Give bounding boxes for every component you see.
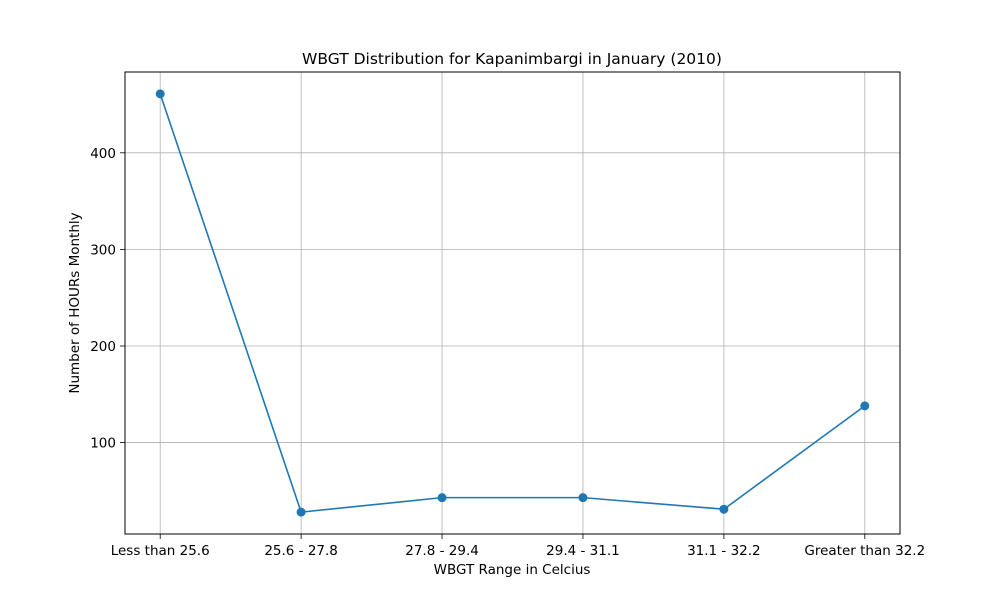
y-tick-label: 200	[90, 339, 116, 355]
data-point	[437, 493, 447, 503]
x-tick-label: 25.6 - 27.8	[264, 543, 338, 559]
x-tick-label: Less than 25.6	[111, 543, 210, 559]
x-axis-label: WBGT Range in Celcius	[434, 562, 591, 578]
series-layer	[155, 89, 870, 517]
x-tick-label: 27.8 - 29.4	[405, 543, 479, 559]
plot-frame	[124, 71, 901, 535]
data-point	[155, 89, 165, 99]
series-line	[159, 93, 866, 513]
data-point	[860, 401, 870, 411]
x-tick-label: 31.1 - 32.2	[687, 543, 761, 559]
gridlines	[125, 72, 900, 534]
x-tick-label: Greater than 32.2	[804, 543, 925, 559]
y-tick-label: 100	[90, 436, 116, 452]
chart-title: WBGT Distribution for Kapanimbargi in Ja…	[302, 50, 722, 68]
y-tick-label: 300	[90, 242, 116, 258]
x-tick-label: 29.4 - 31.1	[546, 543, 620, 559]
data-point	[578, 493, 588, 503]
data-point	[719, 504, 729, 514]
data-point	[296, 507, 306, 517]
x-axis-ticks: Less than 25.6 25.6 - 27.8 27.8 - 29.4 29.4…	[111, 534, 925, 559]
y-axis-label: Number of HOURs Monthly	[67, 212, 83, 393]
y-axis-ticks: 100 200 300 400	[90, 146, 125, 452]
y-tick-label: 400	[90, 146, 116, 162]
